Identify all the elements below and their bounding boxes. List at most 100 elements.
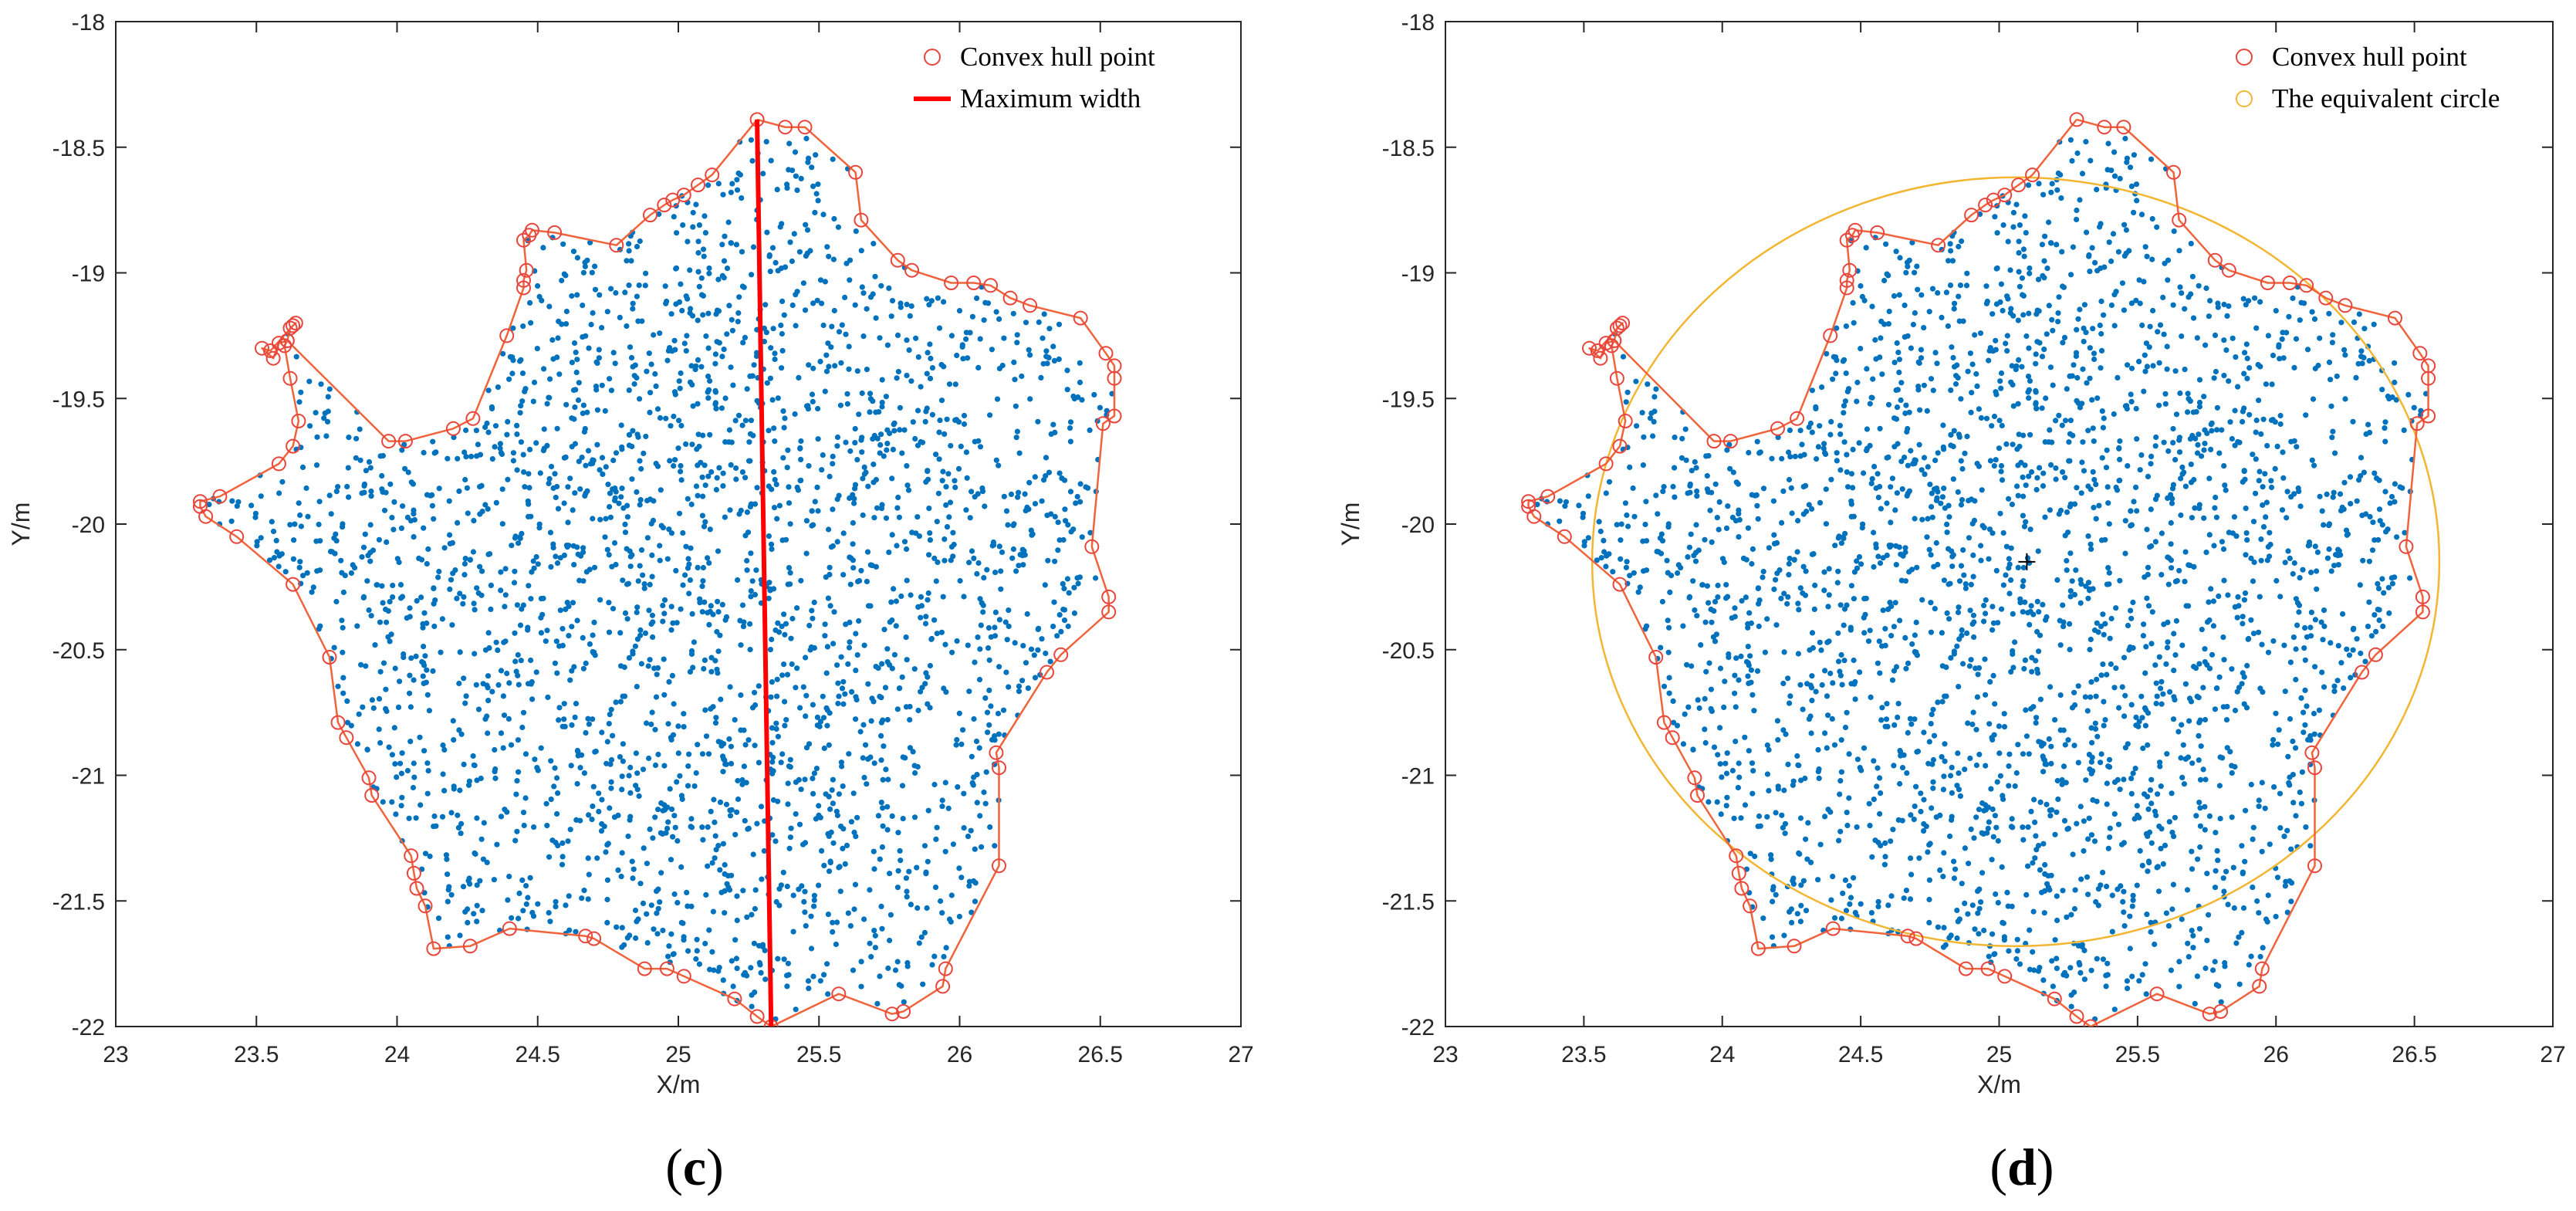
data-point (561, 701, 567, 707)
data-point (573, 817, 580, 823)
data-point (2250, 824, 2257, 830)
data-point (816, 803, 822, 809)
data-point (2085, 595, 2091, 601)
data-point (758, 803, 765, 810)
data-point (671, 701, 677, 707)
data-point (644, 940, 651, 946)
data-point (2223, 868, 2229, 874)
data-point (1779, 455, 1785, 462)
data-point (2273, 913, 2279, 920)
data-point (608, 756, 615, 763)
data-point (1971, 634, 1977, 641)
data-point (2052, 831, 2058, 837)
data-point (648, 721, 654, 728)
data-point (811, 903, 817, 909)
data-point (956, 308, 963, 314)
data-point (2069, 157, 2075, 164)
data-point (550, 541, 556, 547)
data-point (2361, 354, 2367, 360)
data-point (683, 441, 689, 448)
data-point (2181, 781, 2187, 787)
data-point (903, 634, 909, 641)
data-point (498, 730, 505, 736)
data-point (626, 387, 632, 394)
data-point (1856, 553, 1863, 560)
data-point (2048, 462, 2054, 469)
data-point (690, 403, 696, 409)
data-point (952, 484, 958, 491)
data-point (1939, 494, 1946, 500)
data-point (708, 603, 714, 609)
data-point (1065, 522, 1071, 528)
data-point (958, 741, 965, 747)
data-point (1908, 871, 1915, 878)
data-point (1950, 476, 1956, 482)
data-point (1916, 441, 1922, 448)
data-point (1974, 383, 1980, 389)
data-point (304, 570, 310, 576)
data-point (749, 157, 756, 164)
data-point (2214, 847, 2220, 854)
data-point (1061, 477, 1068, 483)
data-point (1958, 502, 1965, 508)
data-point (408, 479, 414, 485)
data-point (1001, 335, 1007, 341)
data-point (1983, 415, 1990, 421)
measurement-points (206, 135, 1115, 1022)
data-point (2145, 710, 2152, 716)
data-point (712, 720, 719, 726)
data-point (2264, 442, 2270, 449)
data-point (972, 898, 979, 905)
data-point (554, 560, 561, 567)
data-point (700, 578, 706, 584)
data-point (1797, 682, 1804, 688)
data-point (699, 584, 705, 590)
data-point (1889, 677, 1896, 683)
data-point (1762, 649, 1768, 655)
data-point (685, 783, 691, 789)
data-point (562, 723, 568, 730)
data-point (721, 275, 727, 281)
data-point (1712, 481, 1719, 487)
data-point (750, 244, 757, 250)
data-point (2154, 224, 2160, 230)
data-point (740, 888, 746, 894)
data-point (2044, 331, 2050, 337)
data-point (2204, 871, 2210, 877)
data-point (2128, 183, 2135, 189)
data-point (734, 893, 740, 899)
data-point (634, 431, 641, 438)
data-point (2176, 567, 2182, 573)
data-point (2037, 799, 2044, 805)
data-point (1908, 855, 1914, 861)
data-point (2235, 594, 2241, 600)
data-point (1047, 658, 1053, 665)
data-point (835, 680, 841, 686)
data-point (846, 343, 852, 350)
data-point (2193, 813, 2199, 819)
data-point (954, 352, 960, 359)
data-point (2219, 539, 2225, 545)
data-point (2209, 651, 2216, 658)
data-point (449, 540, 456, 546)
data-point (690, 209, 696, 216)
data-point (853, 668, 859, 674)
data-point (2054, 242, 2060, 248)
data-point (587, 641, 593, 648)
data-point (2015, 742, 2021, 748)
data-point (908, 303, 914, 310)
data-point (2358, 348, 2365, 354)
data-point (2168, 519, 2174, 526)
data-point (778, 266, 785, 272)
data-point (632, 907, 639, 914)
data-point (530, 398, 536, 404)
data-point (803, 135, 810, 142)
data-point (471, 518, 477, 524)
data-point (2215, 300, 2221, 306)
data-point (732, 717, 738, 723)
data-point (2298, 800, 2304, 807)
data-point (905, 487, 912, 493)
data-point (2111, 323, 2118, 329)
data-point (475, 590, 482, 597)
data-point (634, 243, 641, 250)
